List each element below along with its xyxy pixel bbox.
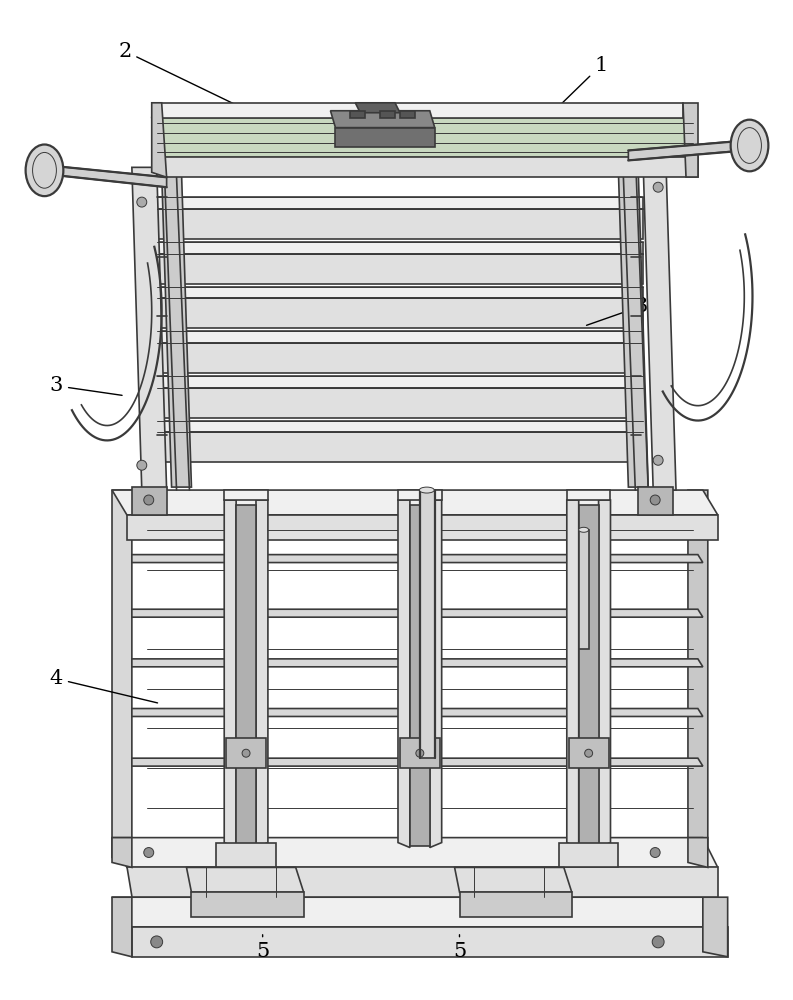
Polygon shape bbox=[157, 287, 643, 298]
Ellipse shape bbox=[416, 749, 423, 757]
Polygon shape bbox=[132, 167, 167, 490]
Polygon shape bbox=[157, 197, 643, 209]
Polygon shape bbox=[430, 500, 442, 848]
Polygon shape bbox=[112, 490, 132, 867]
Polygon shape bbox=[335, 128, 435, 147]
Polygon shape bbox=[48, 165, 167, 187]
Polygon shape bbox=[191, 892, 304, 917]
Polygon shape bbox=[224, 490, 268, 500]
Ellipse shape bbox=[419, 487, 435, 493]
Polygon shape bbox=[157, 331, 643, 343]
Text: 5: 5 bbox=[256, 935, 270, 961]
Polygon shape bbox=[157, 432, 643, 462]
Ellipse shape bbox=[242, 749, 250, 757]
Polygon shape bbox=[157, 421, 643, 432]
Polygon shape bbox=[112, 838, 718, 867]
Polygon shape bbox=[132, 487, 167, 515]
Text: 2: 2 bbox=[118, 42, 260, 116]
Polygon shape bbox=[688, 490, 708, 867]
Polygon shape bbox=[400, 738, 439, 768]
Polygon shape bbox=[127, 867, 718, 897]
Polygon shape bbox=[157, 254, 643, 284]
Polygon shape bbox=[157, 242, 643, 254]
Polygon shape bbox=[216, 843, 276, 867]
Polygon shape bbox=[460, 892, 572, 917]
Ellipse shape bbox=[584, 749, 592, 757]
Text: 3: 3 bbox=[50, 376, 122, 395]
Polygon shape bbox=[151, 103, 683, 118]
Ellipse shape bbox=[652, 936, 664, 948]
Polygon shape bbox=[226, 738, 266, 768]
Polygon shape bbox=[351, 111, 366, 118]
Polygon shape bbox=[569, 738, 608, 768]
Polygon shape bbox=[400, 111, 415, 118]
Polygon shape bbox=[398, 500, 410, 848]
Polygon shape bbox=[355, 103, 400, 113]
Polygon shape bbox=[112, 490, 718, 515]
Polygon shape bbox=[132, 927, 728, 957]
Ellipse shape bbox=[25, 145, 63, 196]
Polygon shape bbox=[410, 505, 430, 846]
Polygon shape bbox=[186, 867, 304, 892]
Polygon shape bbox=[112, 838, 132, 867]
Ellipse shape bbox=[650, 848, 660, 857]
Polygon shape bbox=[688, 838, 708, 867]
Polygon shape bbox=[157, 376, 643, 388]
Polygon shape bbox=[256, 500, 268, 848]
Polygon shape bbox=[157, 209, 643, 239]
Polygon shape bbox=[132, 555, 703, 563]
Text: 5: 5 bbox=[453, 935, 466, 961]
Polygon shape bbox=[567, 500, 579, 848]
Polygon shape bbox=[643, 167, 676, 490]
Ellipse shape bbox=[137, 460, 147, 470]
Polygon shape bbox=[157, 343, 643, 373]
Polygon shape bbox=[380, 111, 395, 118]
Polygon shape bbox=[559, 843, 619, 867]
Polygon shape bbox=[224, 500, 236, 848]
Text: 1: 1 bbox=[493, 56, 608, 170]
Text: 3: 3 bbox=[587, 297, 647, 325]
Polygon shape bbox=[619, 172, 648, 487]
Ellipse shape bbox=[653, 182, 663, 192]
Polygon shape bbox=[132, 609, 703, 617]
Polygon shape bbox=[419, 490, 435, 758]
Polygon shape bbox=[132, 709, 703, 716]
Polygon shape bbox=[628, 141, 742, 160]
Polygon shape bbox=[331, 111, 435, 128]
Polygon shape bbox=[162, 172, 191, 487]
Polygon shape bbox=[236, 505, 256, 846]
Polygon shape bbox=[132, 659, 703, 667]
Polygon shape bbox=[132, 758, 703, 766]
Polygon shape bbox=[638, 487, 673, 515]
Polygon shape bbox=[579, 505, 599, 846]
Ellipse shape bbox=[730, 120, 768, 171]
Ellipse shape bbox=[144, 848, 154, 857]
Polygon shape bbox=[157, 298, 643, 328]
Polygon shape bbox=[157, 157, 698, 177]
Polygon shape bbox=[112, 897, 728, 927]
Ellipse shape bbox=[137, 197, 147, 207]
Ellipse shape bbox=[653, 455, 663, 465]
Text: 4: 4 bbox=[50, 669, 158, 703]
Polygon shape bbox=[703, 897, 728, 957]
Ellipse shape bbox=[151, 936, 163, 948]
Polygon shape bbox=[127, 515, 718, 540]
Polygon shape bbox=[683, 103, 698, 177]
Ellipse shape bbox=[650, 495, 660, 505]
Polygon shape bbox=[157, 388, 643, 418]
Ellipse shape bbox=[144, 495, 154, 505]
Polygon shape bbox=[112, 897, 132, 957]
Polygon shape bbox=[454, 867, 572, 892]
Polygon shape bbox=[398, 490, 442, 500]
Polygon shape bbox=[151, 103, 167, 177]
Polygon shape bbox=[151, 118, 698, 157]
Polygon shape bbox=[567, 490, 611, 500]
Polygon shape bbox=[579, 530, 588, 649]
Polygon shape bbox=[599, 500, 611, 848]
Ellipse shape bbox=[579, 527, 588, 532]
